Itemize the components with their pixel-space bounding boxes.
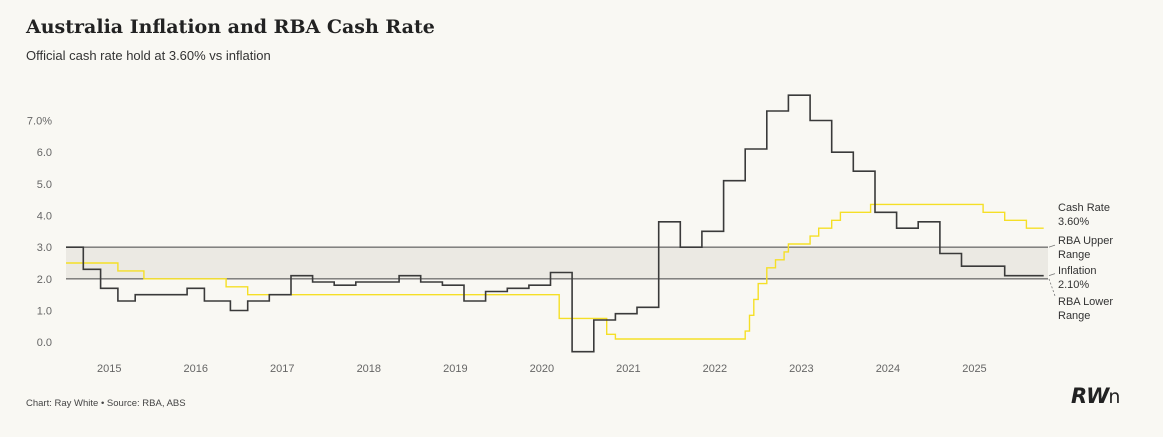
x-tick-label: 2025 (962, 363, 986, 375)
x-tick-label: 2017 (270, 363, 294, 375)
inflation-line (66, 94, 1044, 353)
x-tick-label: 2019 (443, 363, 467, 375)
ray-white-logo: RWn (1071, 384, 1120, 408)
cash-rate-end-label: Cash Rate (1058, 202, 1110, 214)
upper-connector (1048, 244, 1056, 248)
chart-title: Australia Inflation and RBA Cash Rate (26, 16, 435, 38)
inflation-end-label: Inflation (1058, 265, 1097, 277)
x-tick-label: 2021 (616, 363, 640, 375)
rba-upper-range-label: RBA Upper (1058, 235, 1113, 247)
logo-main: RW (1071, 384, 1109, 408)
lower-connector (1048, 278, 1056, 297)
inflation-connector (1048, 273, 1056, 277)
rba-lower-range-label: Range (1058, 310, 1090, 322)
x-tick-label: 2018 (357, 363, 381, 375)
x-tick-label: 2023 (789, 363, 813, 375)
cash-rate-line (66, 203, 1044, 340)
y-tick-label: 0.0 (37, 337, 52, 349)
x-tick-label: 2016 (184, 363, 208, 375)
x-tick-label: 2020 (530, 363, 554, 375)
x-tick-label: 2015 (97, 363, 121, 375)
rba-upper-range-label: Range (1058, 249, 1090, 261)
x-tick-label: 2022 (703, 363, 727, 375)
y-tick-label: 7.0% (27, 116, 52, 128)
y-tick-label: 3.0 (37, 242, 52, 254)
y-tick-label: 2.0 (37, 274, 52, 286)
chart-source-footer: Chart: Ray White • Source: RBA, ABS (26, 398, 186, 409)
x-tick-label: 2024 (876, 363, 900, 375)
chart-subtitle: Official cash rate hold at 3.60% vs infl… (26, 48, 271, 63)
rba-target-band (66, 247, 1048, 279)
cash-rate-end-label: 3.60% (1058, 216, 1089, 228)
logo-suffix: n (1108, 386, 1120, 408)
rba-lower-range-label: RBA Lower (1058, 296, 1113, 308)
y-tick-label: 5.0 (37, 179, 52, 191)
inflation-end-label: 2.10% (1058, 279, 1089, 291)
y-tick-label: 1.0 (37, 306, 52, 318)
y-tick-label: 6.0 (37, 147, 52, 159)
y-tick-label: 4.0 (37, 211, 52, 223)
